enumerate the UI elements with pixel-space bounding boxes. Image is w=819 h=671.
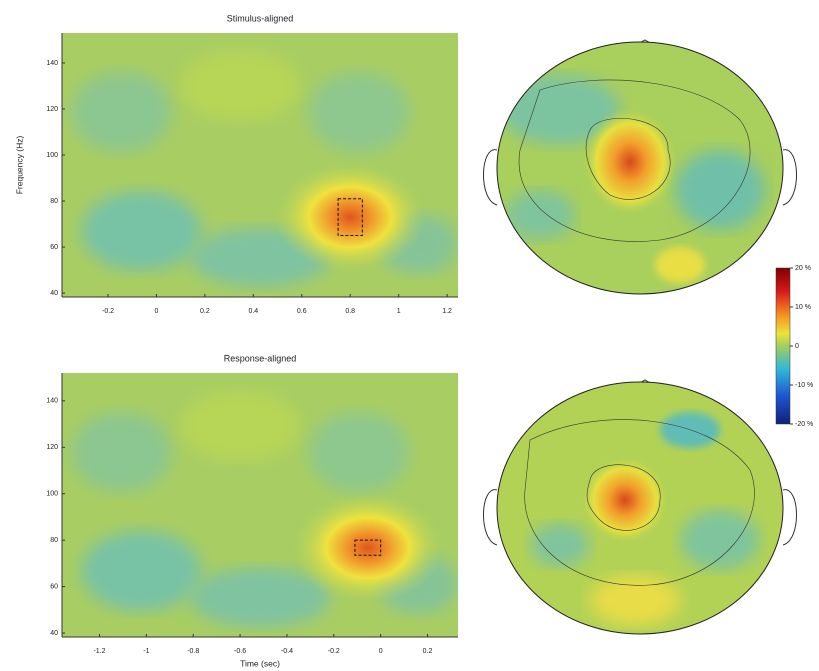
heatmap-patch bbox=[309, 72, 409, 152]
y-tick-label: 80 bbox=[50, 537, 58, 544]
y-tick-label: 120 bbox=[46, 106, 58, 113]
x-tick-label: 0.6 bbox=[297, 308, 307, 315]
colorbar bbox=[776, 268, 790, 424]
colorbar-tick-label: -10 % bbox=[795, 382, 813, 389]
colorbar-tick-label: 20 % bbox=[795, 265, 811, 272]
x-axis-label: Time (sec) bbox=[240, 658, 280, 668]
x-tick-label: 0.2 bbox=[423, 648, 433, 655]
x-tick-label: -0.2 bbox=[328, 648, 340, 655]
heatmap-patch bbox=[81, 191, 201, 271]
topoplot bbox=[483, 40, 796, 294]
x-tick-label: 0 bbox=[379, 648, 383, 655]
x-tick-label: 1 bbox=[397, 308, 401, 315]
y-tick-label: 40 bbox=[50, 290, 58, 297]
heatmap bbox=[62, 373, 458, 637]
x-tick-label: -1.2 bbox=[93, 648, 105, 655]
x-tick-label: 1.2 bbox=[442, 308, 452, 315]
heatmap-peak bbox=[293, 493, 443, 603]
y-tick-label: 60 bbox=[50, 244, 58, 251]
heatmap-patch bbox=[71, 72, 171, 152]
x-tick-label: -1 bbox=[143, 648, 149, 655]
y-tick-label: 120 bbox=[46, 444, 58, 451]
colorbar-tick-label: 0 bbox=[795, 343, 799, 350]
y-tick-label: 100 bbox=[46, 491, 58, 498]
colorbar-tick-label: -20 % bbox=[795, 421, 813, 428]
x-tick-label: 0.2 bbox=[200, 308, 210, 315]
x-tick-label: -0.4 bbox=[281, 648, 293, 655]
heatmap-patch bbox=[180, 391, 300, 461]
y-tick-label: 140 bbox=[46, 398, 58, 405]
x-tick-label: -0.6 bbox=[234, 648, 246, 655]
x-tick-label: 0.8 bbox=[345, 308, 355, 315]
colorbar-tick-label: 10 % bbox=[795, 304, 811, 311]
x-tick-label: 0 bbox=[155, 308, 159, 315]
y-tick-label: 80 bbox=[50, 198, 58, 205]
y-tick-label: 100 bbox=[46, 152, 58, 159]
heatmap-peak bbox=[275, 162, 425, 272]
heatmap-patch bbox=[180, 51, 300, 121]
x-tick-label: 0.4 bbox=[248, 308, 258, 315]
x-tick-label: -0.2 bbox=[102, 308, 114, 315]
heatmap-patch bbox=[309, 412, 409, 492]
heatmap bbox=[62, 33, 458, 297]
y-tick-label: 140 bbox=[46, 60, 58, 67]
heatmap-patch bbox=[71, 412, 171, 492]
chart-title: Response-aligned bbox=[224, 353, 297, 363]
y-tick-label: 40 bbox=[50, 630, 58, 637]
x-tick-label: -0.8 bbox=[187, 648, 199, 655]
topoplot bbox=[483, 380, 796, 634]
y-tick-label: 60 bbox=[50, 583, 58, 590]
figure: -0.2 0 0.2 0.4 0.6 0.8 1 1.2 40 60 80 100 120 140 Stim… bbox=[0, 0, 819, 671]
chart-title: Stimulus-aligned bbox=[227, 13, 294, 23]
heatmap-patch bbox=[81, 531, 201, 611]
y-axis-label: Frequency (Hz) bbox=[14, 136, 24, 195]
